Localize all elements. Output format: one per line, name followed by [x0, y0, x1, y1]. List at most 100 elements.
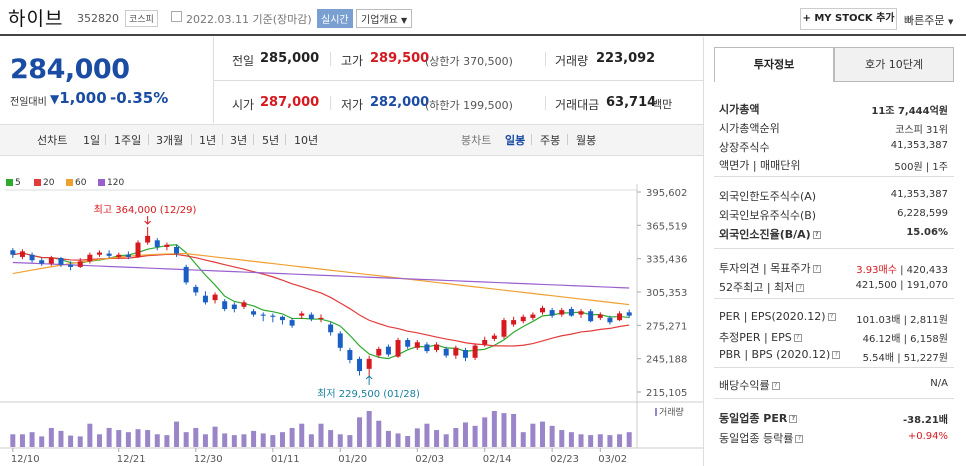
stock-header — [0, 0, 966, 36]
candle-body — [231, 304, 237, 310]
volume-bar — [106, 427, 112, 447]
quick-order-button[interactable]: 빠른주문 ▼ — [904, 12, 953, 28]
candle-body — [279, 316, 285, 321]
tab-1y[interactable]: 1년 — [199, 134, 217, 147]
tab-5y[interactable]: 5년 — [262, 134, 280, 147]
tab-monthly[interactable]: 월봉 — [576, 134, 597, 147]
volume-bar — [96, 434, 102, 447]
divider — [531, 134, 532, 145]
help-icon[interactable]: ? — [789, 415, 798, 423]
invest-value: 15.06% — [906, 227, 948, 238]
candle-body — [77, 261, 83, 267]
volume-bar — [405, 435, 411, 447]
high-label: 고가 — [341, 54, 364, 68]
invest-label: 투자의견 | 목표주가? — [719, 260, 821, 276]
tab-weekly[interactable]: 주봉 — [540, 134, 561, 147]
help-icon[interactable]: ? — [796, 284, 805, 292]
volume-bar — [434, 430, 440, 447]
calendar-icon — [171, 11, 182, 22]
help-icon[interactable]: ? — [812, 265, 821, 273]
candle-body — [145, 235, 151, 243]
volume-bar — [270, 435, 276, 447]
candle-body — [19, 251, 25, 257]
volume-bar — [617, 434, 623, 447]
invest-value-text: 421,500 | 191,070 — [855, 280, 948, 291]
volume-bar — [607, 435, 613, 447]
volume-bar — [328, 430, 334, 447]
tab-invest-info[interactable]: 투자정보 — [714, 47, 834, 82]
candle-body — [116, 254, 122, 257]
candle-chart-label: 봉차트 — [461, 134, 492, 147]
volume-value: 223,092 — [596, 51, 656, 66]
tab-10y[interactable]: 10년 — [294, 134, 319, 147]
help-icon[interactable]: ? — [771, 382, 780, 390]
date-text: 2022.03.11 기준(장마감) — [186, 13, 312, 26]
volume-bar — [222, 433, 228, 447]
tab-order-book[interactable]: 호가 10단계 — [834, 47, 954, 82]
candle-body — [125, 254, 131, 257]
volume-bar — [318, 423, 324, 447]
help-icon[interactable]: ? — [812, 231, 821, 239]
y-tick-label: 215,105 — [646, 388, 687, 399]
help-icon[interactable]: ? — [795, 435, 804, 443]
tab-3m[interactable]: 3개월 — [156, 134, 184, 147]
corp-overview-select[interactable]: 기업개요 ▼ — [356, 9, 413, 28]
amount-unit: 백만 — [652, 98, 673, 111]
candle-body — [482, 340, 488, 345]
volume-bar — [578, 434, 584, 447]
legend-ma120: 120 — [107, 178, 125, 188]
divider — [253, 134, 254, 145]
candle-body — [183, 266, 189, 283]
invest-value: 코스피 31위 — [895, 121, 948, 136]
volume-bar — [337, 434, 343, 447]
mystock-add-button[interactable]: + MY STOCK 추가 — [800, 8, 897, 30]
volume-bar — [135, 429, 141, 447]
invest-value: 6,228,599 — [897, 208, 948, 219]
realtime-button[interactable]: 실시간 — [317, 9, 353, 28]
invest-label: 52주최고 | 최저? — [719, 279, 805, 295]
volume-bar — [395, 433, 401, 447]
invest-value: 101.03배 | 2,811원 — [856, 311, 948, 326]
volume-bar — [424, 423, 430, 447]
volume-bar — [385, 430, 391, 447]
candle-body — [491, 335, 497, 339]
tab-1d[interactable]: 1일 — [83, 134, 101, 147]
help-icon[interactable]: ? — [793, 334, 802, 342]
candle-body — [626, 312, 632, 316]
candle-body — [308, 314, 314, 319]
lower-limit: (하한가 199,500) — [425, 99, 513, 112]
volume-bar — [19, 434, 25, 447]
divider — [105, 134, 106, 145]
candle-body — [607, 317, 613, 323]
divider — [714, 298, 954, 299]
upper-limit: (상한가 370,500) — [425, 55, 513, 68]
candle-body — [29, 254, 35, 261]
volume-bar — [472, 425, 478, 447]
corp-overview-label: 기업개요 — [361, 15, 398, 26]
candle-body — [434, 344, 440, 351]
invest-value: 421,500 | 191,070 — [856, 280, 948, 291]
volume-bar — [597, 434, 603, 447]
candle-body — [540, 307, 546, 313]
divider — [545, 96, 546, 110]
tab-daily[interactable]: 일봉 — [505, 134, 526, 147]
candle-body — [58, 258, 64, 265]
candle-body — [347, 350, 353, 360]
price-change-value: 1,000 — [59, 89, 107, 107]
invest-label: 외국인소진율(B/A)? — [719, 226, 821, 242]
candle-body — [241, 302, 247, 307]
invest-label: 외국인한도주식수(A) — [719, 190, 817, 203]
help-icon[interactable]: ? — [832, 351, 841, 359]
invest-label: 동일업종 PER? — [719, 410, 798, 426]
divider — [285, 134, 286, 145]
volume-bar — [462, 422, 468, 447]
candlestick-chart[interactable]: 거래량 395,602 365,519 335,436 305,353 275,271 2… — [0, 0, 703, 466]
tab-1w[interactable]: 1주일 — [114, 134, 142, 147]
tab-3y[interactable]: 3년 — [230, 134, 248, 147]
volume-bar — [568, 432, 574, 447]
volume-bar — [540, 421, 546, 447]
quick-order-label: 빠른주문 — [904, 14, 945, 27]
help-icon[interactable]: ? — [827, 313, 836, 321]
legend-ma60: 60 — [75, 178, 87, 188]
volume-bar — [174, 421, 180, 447]
